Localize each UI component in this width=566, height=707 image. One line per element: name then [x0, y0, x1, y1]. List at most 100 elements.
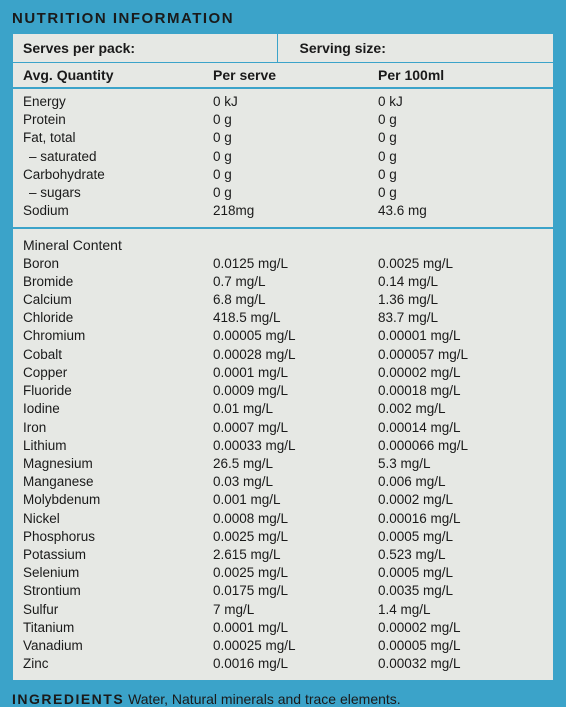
- row-per-serve: 218mg: [213, 202, 378, 220]
- row-name: Fluoride: [23, 382, 213, 400]
- row-name: Molybdenum: [23, 491, 213, 509]
- mineral-row: Cobalt0.00028 mg/L0.000057 mg/L: [23, 346, 543, 364]
- row-name: Boron: [23, 255, 213, 273]
- nutrient-row: Sodium218mg43.6 mg: [23, 202, 543, 220]
- row-per-serve: 0.01 mg/L: [213, 400, 378, 418]
- row-per-serve: 7 mg/L: [213, 601, 378, 619]
- row-per-serve: 0.00005 mg/L: [213, 327, 378, 345]
- row-per-100ml: 0 g: [378, 129, 543, 147]
- row-per-serve: 0.0001 mg/L: [213, 619, 378, 637]
- ingredients-line: INGREDIENTS Water, Natural minerals and …: [12, 691, 554, 707]
- mineral-row: Potassium2.615 mg/L0.523 mg/L: [23, 546, 543, 564]
- row-per-serve: 0.03 mg/L: [213, 473, 378, 491]
- row-per-100ml: 0.000066 mg/L: [378, 437, 543, 455]
- row-per-100ml: 0.00002 mg/L: [378, 364, 543, 382]
- nutrients-section: Energy0 kJ0 kJProtein0 g0 gFat, total0 g…: [13, 89, 553, 229]
- row-name: Protein: [23, 111, 213, 129]
- row-per-100ml: 83.7 mg/L: [378, 309, 543, 327]
- row-name: Phosphorus: [23, 528, 213, 546]
- row-name: Potassium: [23, 546, 213, 564]
- row-name: Fat, total: [23, 129, 213, 147]
- row-per-100ml: 0.00032 mg/L: [378, 655, 543, 673]
- mineral-row: Calcium6.8 mg/L1.36 mg/L: [23, 291, 543, 309]
- mineral-row: Boron0.0125 mg/L0.0025 mg/L: [23, 255, 543, 273]
- row-per-100ml: 0 g: [378, 184, 543, 202]
- mineral-row: Nickel0.0008 mg/L0.00016 mg/L: [23, 510, 543, 528]
- ingredients-text: Water, Natural minerals and trace elemen…: [128, 691, 401, 707]
- serving-size-label: Serving size:: [278, 34, 554, 62]
- mineral-row: Iodine0.01 mg/L0.002 mg/L: [23, 400, 543, 418]
- mineral-row: Phosphorus0.0025 mg/L0.0005 mg/L: [23, 528, 543, 546]
- row-name: Bromide: [23, 273, 213, 291]
- mineral-row: Titanium0.0001 mg/L0.00002 mg/L: [23, 619, 543, 637]
- mineral-row: Chloride418.5 mg/L83.7 mg/L: [23, 309, 543, 327]
- row-per-100ml: 0.002 mg/L: [378, 400, 543, 418]
- row-name: Copper: [23, 364, 213, 382]
- row-per-serve: 0.0009 mg/L: [213, 382, 378, 400]
- mineral-row: Fluoride0.0009 mg/L0.00018 mg/L: [23, 382, 543, 400]
- row-per-100ml: 0.0035 mg/L: [378, 582, 543, 600]
- row-per-serve: 0.00028 mg/L: [213, 346, 378, 364]
- nutrient-row: – sugars0 g0 g: [23, 184, 543, 202]
- row-per-100ml: 0.000057 mg/L: [378, 346, 543, 364]
- row-per-100ml: 0.14 mg/L: [378, 273, 543, 291]
- row-per-serve: 2.615 mg/L: [213, 546, 378, 564]
- row-per-serve: 0.0025 mg/L: [213, 528, 378, 546]
- row-per-serve: 0 g: [213, 129, 378, 147]
- row-name: Chromium: [23, 327, 213, 345]
- row-per-100ml: 1.4 mg/L: [378, 601, 543, 619]
- header-per-100ml: Per 100ml: [378, 67, 543, 83]
- nutrition-panel: Serves per pack: Serving size: Avg. Quan…: [12, 33, 554, 681]
- row-per-serve: 0.0175 mg/L: [213, 582, 378, 600]
- row-per-100ml: 5.3 mg/L: [378, 455, 543, 473]
- row-per-100ml: 0.00018 mg/L: [378, 382, 543, 400]
- nutrient-row: Carbohydrate0 g0 g: [23, 166, 543, 184]
- row-per-100ml: 0.00016 mg/L: [378, 510, 543, 528]
- row-name: Manganese: [23, 473, 213, 491]
- row-per-serve: 26.5 mg/L: [213, 455, 378, 473]
- row-name: Zinc: [23, 655, 213, 673]
- mineral-row: Manganese0.03 mg/L0.006 mg/L: [23, 473, 543, 491]
- row-per-100ml: 0.00014 mg/L: [378, 419, 543, 437]
- row-per-100ml: 0 g: [378, 111, 543, 129]
- row-per-100ml: 0.00002 mg/L: [378, 619, 543, 637]
- row-per-serve: 0 g: [213, 148, 378, 166]
- row-per-serve: 0.0016 mg/L: [213, 655, 378, 673]
- row-name: Chloride: [23, 309, 213, 327]
- row-per-serve: 0.00033 mg/L: [213, 437, 378, 455]
- row-name: Vanadium: [23, 637, 213, 655]
- row-per-100ml: 0.0025 mg/L: [378, 255, 543, 273]
- mineral-row: Iron0.0007 mg/L0.00014 mg/L: [23, 419, 543, 437]
- row-per-serve: 0.0007 mg/L: [213, 419, 378, 437]
- row-per-100ml: 0.00001 mg/L: [378, 327, 543, 345]
- nutrient-row: Fat, total0 g0 g: [23, 129, 543, 147]
- mineral-row: Vanadium0.00025 mg/L0.00005 mg/L: [23, 637, 543, 655]
- row-name: Strontium: [23, 582, 213, 600]
- ingredients-label: INGREDIENTS: [12, 691, 124, 707]
- row-per-100ml: 0.00005 mg/L: [378, 637, 543, 655]
- mineral-row: Selenium0.0025 mg/L0.0005 mg/L: [23, 564, 543, 582]
- serves-per-pack-label: Serves per pack:: [13, 34, 278, 62]
- mineral-row: Chromium0.00005 mg/L0.00001 mg/L: [23, 327, 543, 345]
- row-per-100ml: 0.0005 mg/L: [378, 528, 543, 546]
- row-name: Calcium: [23, 291, 213, 309]
- minerals-section: Mineral Content Boron0.0125 mg/L0.0025 m…: [13, 229, 553, 680]
- row-name: – saturated: [23, 148, 213, 166]
- mineral-row: Molybdenum0.001 mg/L0.0002 mg/L: [23, 491, 543, 509]
- row-name: Iron: [23, 419, 213, 437]
- row-name: Nickel: [23, 510, 213, 528]
- panel-title: NUTRITION INFORMATION: [12, 10, 554, 27]
- row-name: Sulfur: [23, 601, 213, 619]
- column-headers: Avg. Quantity Per serve Per 100ml: [13, 63, 553, 89]
- row-name: Sodium: [23, 202, 213, 220]
- row-name: Titanium: [23, 619, 213, 637]
- row-per-100ml: 0.0002 mg/L: [378, 491, 543, 509]
- mineral-row: Bromide0.7 mg/L0.14 mg/L: [23, 273, 543, 291]
- row-name: Carbohydrate: [23, 166, 213, 184]
- row-name: – sugars: [23, 184, 213, 202]
- row-name: Cobalt: [23, 346, 213, 364]
- mineral-row: Zinc0.0016 mg/L0.00032 mg/L: [23, 655, 543, 673]
- row-per-100ml: 0.0005 mg/L: [378, 564, 543, 582]
- row-per-serve: 0 kJ: [213, 93, 378, 111]
- row-per-serve: 0 g: [213, 166, 378, 184]
